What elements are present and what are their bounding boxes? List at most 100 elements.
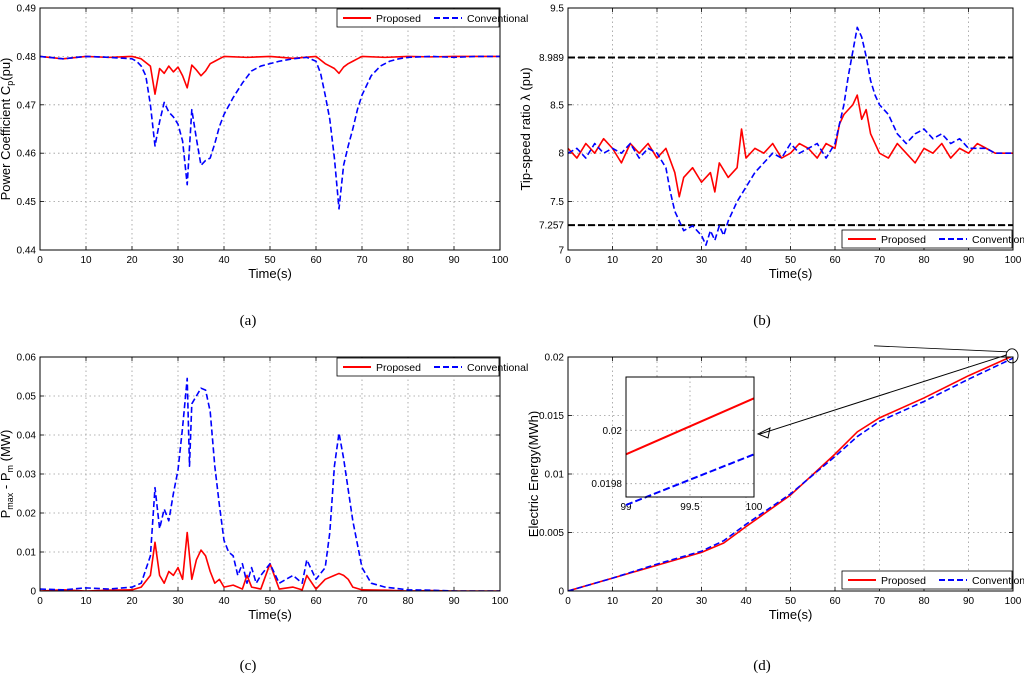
- x-tick-label: 30: [696, 255, 708, 266]
- y-tick-label: 8: [558, 149, 564, 160]
- panel-caption-c: (c): [240, 658, 257, 674]
- legend: Proposed Conventional: [841, 229, 1024, 249]
- x-tick-label: 40: [218, 596, 230, 607]
- legend-label-conventional: Conventional: [972, 575, 1024, 587]
- x-tick-label: 30: [172, 596, 184, 607]
- x-tick-label: 60: [310, 255, 322, 266]
- x-tick-label: 70: [356, 255, 368, 266]
- legend-label-conventional: Conventional: [467, 13, 528, 25]
- x-tick-label: 100: [1005, 255, 1022, 266]
- y-tick-label: 8.989: [539, 53, 564, 64]
- x-tick-label: 100: [492, 255, 509, 266]
- series-line-conventional: [40, 55, 500, 210]
- x-tick-label: 60: [310, 596, 322, 607]
- x-tick-label: 60: [829, 596, 841, 607]
- y-tick-label: 0.01: [545, 470, 565, 481]
- legend-label-conventional: Conventional: [972, 234, 1024, 246]
- legend-label-proposed: Proposed: [376, 362, 421, 374]
- inset-series-line-proposed: [625, 397, 755, 456]
- x-tick-label: 20: [651, 596, 663, 607]
- y-tick-label: 0.04: [17, 431, 37, 442]
- x-tick-label: 70: [356, 596, 368, 607]
- legend: Proposed Conventional: [336, 8, 528, 28]
- x-tick-label: 40: [218, 255, 230, 266]
- x-tick-label: 20: [126, 596, 138, 607]
- x-tick-label: 50: [264, 255, 276, 266]
- zoom-arrowhead: [756, 427, 771, 439]
- x-tick-label: 90: [448, 255, 460, 266]
- x-tick-label: 20: [651, 255, 663, 266]
- y-tick-label: 0.005: [539, 528, 564, 539]
- x-tick-label: 90: [448, 596, 460, 607]
- legend-label-proposed: Proposed: [881, 575, 926, 587]
- y-tick-label: 7.5: [550, 197, 564, 208]
- legend-label-conventional: Conventional: [467, 362, 528, 374]
- series-line-conventional: [40, 377, 500, 591]
- x-tick-label: 10: [80, 596, 92, 607]
- series-group: [40, 55, 500, 210]
- x-tick-label: 40: [740, 255, 752, 266]
- x-tick-label: 80: [918, 255, 930, 266]
- x-tick-label: 80: [918, 596, 930, 607]
- x-tick-label: 100: [1005, 596, 1022, 607]
- y-tick-label: 0: [558, 587, 564, 598]
- x-tick-label: 90: [963, 255, 975, 266]
- inset-y-tick-label: 0.0198: [591, 479, 622, 490]
- x-tick-label: 0: [565, 596, 571, 607]
- legend: Proposed Conventional: [336, 357, 528, 377]
- y-tick-label: 0.06: [17, 353, 37, 364]
- y-tick-label: 0.01: [17, 548, 37, 559]
- y-tick-label: 0.02: [545, 353, 565, 364]
- y-axis-label: Power Coefficient Cp(pu): [0, 58, 15, 201]
- y-axis-label: Pmax - Pm (MW): [0, 430, 15, 519]
- x-tick-label: 70: [874, 255, 886, 266]
- x-tick-label: 100: [492, 596, 509, 607]
- x-axis-label: Time(s): [769, 607, 813, 622]
- panel-caption-b: (b): [753, 313, 771, 329]
- x-axis-label: Time(s): [248, 607, 292, 622]
- panel-caption-d: (d): [753, 658, 771, 674]
- x-tick-label: 10: [80, 255, 92, 266]
- x-tick-label: 80: [402, 596, 414, 607]
- inset-x-tick-label: 99.5: [680, 502, 700, 513]
- x-tick-label: 40: [740, 596, 752, 607]
- y-tick-label: 7: [558, 246, 564, 257]
- x-tick-label: 30: [696, 596, 708, 607]
- zoom-circle: [1005, 348, 1019, 364]
- legend-box: [336, 8, 500, 28]
- y-tick-label: 8.5: [550, 100, 564, 111]
- x-tick-label: 10: [607, 596, 619, 607]
- legend-label-proposed: Proposed: [376, 13, 421, 25]
- plot-area: [568, 8, 1013, 250]
- axes-frame: [39, 356, 501, 592]
- y-tick-label: 0.44: [17, 246, 37, 257]
- x-tick-label: 0: [37, 255, 43, 266]
- axes-frame: [567, 7, 1014, 251]
- x-tick-label: 60: [829, 255, 841, 266]
- y-tick-label: 0.05: [17, 392, 37, 403]
- inset-frame: [625, 376, 755, 498]
- plot-area: [40, 8, 500, 250]
- x-tick-label: 70: [874, 596, 886, 607]
- y-tick-label: 7.257: [539, 221, 564, 232]
- x-tick-label: 0: [565, 255, 571, 266]
- inset-x-tick-label: 100: [746, 502, 763, 513]
- x-axis-label: Time(s): [769, 266, 813, 281]
- legend: Proposed Conventional: [841, 570, 1024, 590]
- legend-box: [336, 357, 500, 377]
- series-group: [568, 357, 1013, 591]
- panel-caption-a: (a): [240, 313, 257, 329]
- x-axis-label: Time(s): [248, 266, 292, 281]
- chart-panel-b: 0 10 20 30 40 50 60 70 80 90 100 7 7.257 7.5 8 8.5 8.989…: [518, 4, 1024, 282]
- y-tick-label: 9.5: [550, 4, 564, 15]
- y-tick-label: 0.015: [539, 411, 564, 422]
- y-axis-label: Electric Energy(MWh): [526, 411, 541, 537]
- y-tick-label: 0.45: [17, 197, 37, 208]
- series-line-conventional: [568, 26, 1013, 246]
- y-tick-label: 0.03: [17, 470, 37, 481]
- zoom-arrow: [759, 354, 1008, 435]
- y-tick-label: 0.48: [17, 52, 37, 63]
- axes-frame: [39, 7, 501, 251]
- x-tick-label: 50: [785, 255, 797, 266]
- y-tick-label: 0.47: [17, 100, 37, 111]
